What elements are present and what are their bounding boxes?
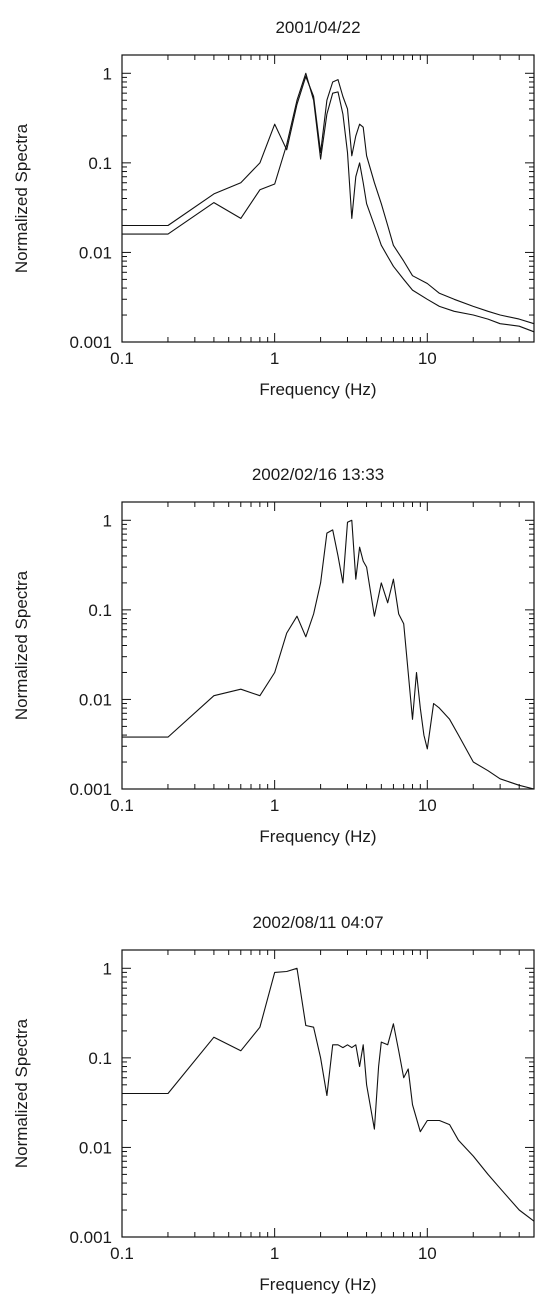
plot-frame xyxy=(121,949,535,1238)
x-axis-label: Frequency (Hz) xyxy=(259,380,376,399)
y-tick-label: 0.1 xyxy=(88,154,112,173)
y-tick-label: 0.01 xyxy=(79,243,112,262)
chart-title: 2002/02/16 13:33 xyxy=(252,465,384,484)
x-tick-label: 0.1 xyxy=(110,1244,134,1263)
y-tick-label: 0.01 xyxy=(79,1138,112,1157)
y-axis-label: Normalized Spectra xyxy=(12,123,31,273)
x-tick-label: 0.1 xyxy=(110,796,134,815)
x-axis-label: Frequency (Hz) xyxy=(259,1275,376,1294)
y-axis-label: Normalized Spectra xyxy=(12,1018,31,1168)
x-tick-label: 10 xyxy=(418,796,437,815)
chart-panel-3: 2002/08/11 04:07 0.1 1 10 0.001 0.01 0.1 1 Frequ… xyxy=(12,913,535,1294)
y-tick-label: 1 xyxy=(103,511,112,530)
chart-title: 2002/08/11 04:07 xyxy=(252,913,383,932)
chart-panel-2: 2002/02/16 13:33 0.1 1 10 0.001 0.01 0.1 1 Frequ… xyxy=(12,465,535,846)
x-tick-label: 10 xyxy=(418,1244,437,1263)
chart-panel-1: 2001/04/22 0.1 1 10 0.001 0.01 0.1 1 Frequency (… xyxy=(12,18,535,399)
chart-title: 2001/04/22 xyxy=(275,18,360,37)
x-tick-label: 0.1 xyxy=(110,349,134,368)
x-tick-label: 1 xyxy=(270,1244,279,1263)
y-tick-label: 0.001 xyxy=(69,1228,112,1247)
y-tick-label: 0.001 xyxy=(69,333,112,352)
y-tick-label: 0.1 xyxy=(88,601,112,620)
x-axis-label: Frequency (Hz) xyxy=(259,827,376,846)
y-axis-label: Normalized Spectra xyxy=(12,570,31,720)
x-tick-label: 1 xyxy=(270,349,279,368)
x-tick-label: 1 xyxy=(270,796,279,815)
y-tick-label: 0.01 xyxy=(79,690,112,709)
spectrum-line-1 xyxy=(122,967,535,1222)
spectrum-line-2 xyxy=(122,72,535,333)
y-tick-label: 0.1 xyxy=(88,1049,112,1068)
y-tick-label: 1 xyxy=(103,959,112,978)
plot-frame xyxy=(121,501,535,790)
y-tick-label: 0.001 xyxy=(69,780,112,799)
x-tick-label: 10 xyxy=(418,349,437,368)
y-tick-label: 1 xyxy=(103,64,112,83)
spectrum-line-1 xyxy=(122,75,535,325)
spectrum-line-1 xyxy=(122,519,535,790)
